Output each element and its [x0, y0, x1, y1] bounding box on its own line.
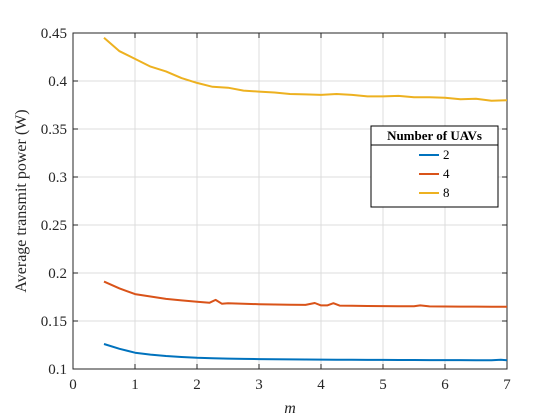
- axis-ticks: [72, 32, 508, 370]
- legend-label-8: 8: [443, 185, 450, 200]
- x-tick-label: 2: [193, 377, 201, 393]
- y-tick-label: 0.1: [48, 362, 67, 378]
- x-tick-label: 5: [379, 377, 387, 393]
- legend: Number of UAVs 2 4 8: [370, 125, 499, 208]
- y-tick-label: 0.15: [41, 314, 67, 330]
- y-axis-label: Average transmit power (W): [13, 109, 30, 292]
- x-axis-label: m: [284, 400, 296, 417]
- series-lines: [103, 37, 508, 362]
- x-tick-label: 0: [69, 377, 77, 393]
- y-tick-label: 0.4: [48, 74, 67, 90]
- y-tick-labels: 0.1 0.15 0.2 0.25 0.3 0.35 0.4 0.45: [41, 26, 68, 378]
- x-tick-label: 6: [441, 377, 449, 393]
- x-tick-label: 7: [503, 377, 511, 393]
- y-tick-label: 0.2: [48, 266, 67, 282]
- y-tick-label: 0.3: [48, 170, 67, 186]
- legend-title: Number of UAVs: [387, 128, 482, 143]
- series-line-4: [103, 280, 508, 308]
- plot-area-frame: [72, 32, 508, 370]
- x-tick-label: 1: [131, 377, 139, 393]
- y-tick-label: 0.25: [41, 218, 67, 234]
- legend-label-2: 2: [443, 147, 450, 162]
- y-tick-label: 0.35: [41, 122, 67, 138]
- legend-label-4: 4: [443, 166, 450, 181]
- series-line-8: [103, 37, 508, 102]
- x-tick-label: 3: [255, 377, 263, 393]
- x-tick-labels: 0 1 2 3 4 5 6 7: [69, 377, 511, 393]
- series-line-2: [103, 343, 508, 362]
- legend-entries: 2 4 8: [419, 147, 450, 200]
- y-tick-label: 0.45: [41, 26, 67, 42]
- x-tick-label: 4: [317, 377, 325, 393]
